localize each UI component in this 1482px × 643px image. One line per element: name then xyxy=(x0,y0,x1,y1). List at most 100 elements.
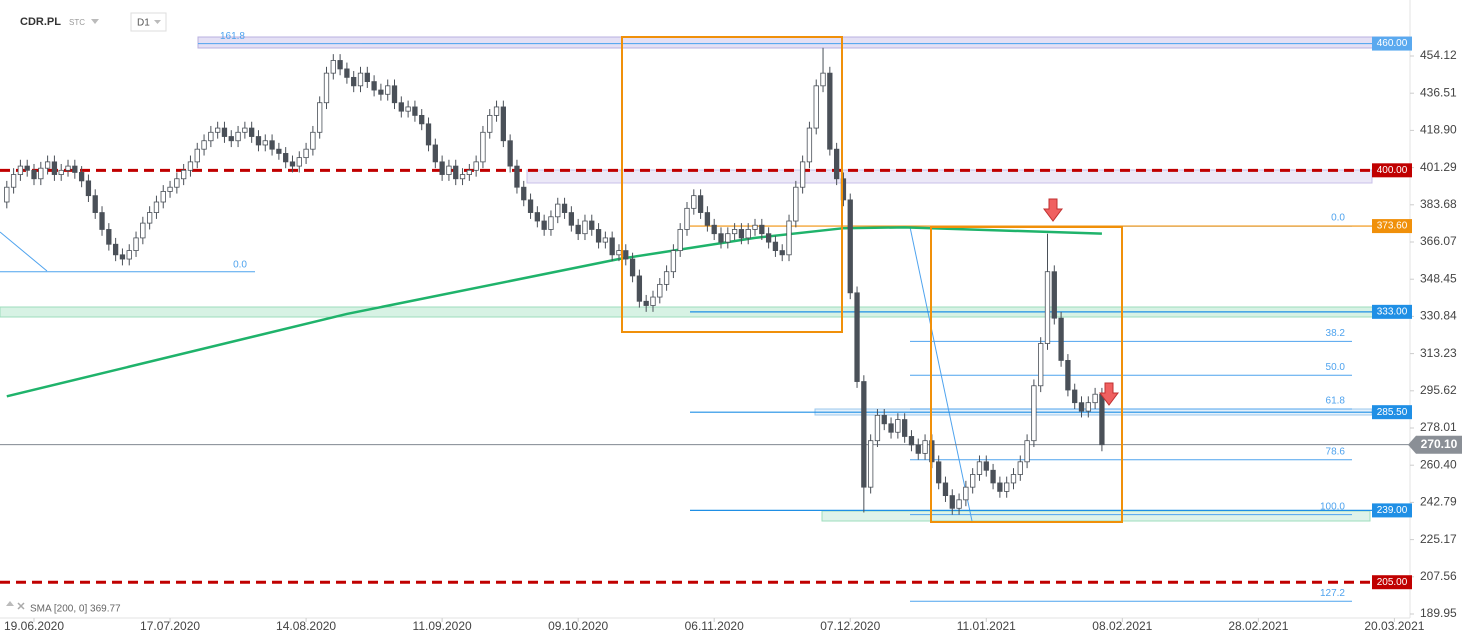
x-tick-label: 17.07.2020 xyxy=(140,619,200,633)
fib-label: 127.2 xyxy=(1320,588,1345,599)
candle-body xyxy=(1058,317,1064,361)
candle-body xyxy=(956,499,962,509)
candle-body xyxy=(1078,402,1085,412)
candle-body xyxy=(833,148,840,180)
candle-body xyxy=(208,131,214,142)
candle-body xyxy=(371,81,377,91)
indicator-collapse[interactable] xyxy=(6,601,14,606)
fib-label: 50.0 xyxy=(1326,362,1346,373)
candle-body xyxy=(432,144,438,163)
candle-body xyxy=(793,186,799,222)
candle-body xyxy=(895,419,901,433)
candle-body xyxy=(459,174,466,180)
candle-body xyxy=(228,136,234,142)
candle-body xyxy=(17,165,24,175)
candle-body xyxy=(684,207,690,230)
candle-body xyxy=(602,237,609,243)
price-level-label: 460.00 xyxy=(1377,38,1408,49)
y-tick-label: 401.29 xyxy=(1420,160,1457,174)
candle-body xyxy=(521,186,527,201)
fib-label: 0.0 xyxy=(233,259,247,270)
candle-body xyxy=(623,250,629,260)
candle-body xyxy=(1004,482,1010,492)
price-level-label: 205.00 xyxy=(1377,577,1408,588)
x-tick-label: 06.11.2020 xyxy=(685,619,744,633)
x-tick-label: 20.03.2021 xyxy=(1364,619,1424,633)
candle-body xyxy=(174,178,180,188)
candle-body xyxy=(146,212,153,224)
trend-line xyxy=(909,226,973,522)
candle-body xyxy=(10,174,17,188)
price-level-tag xyxy=(1372,36,1412,51)
candle-body xyxy=(765,233,772,243)
candle-body xyxy=(1072,389,1078,404)
x-tick-label: 07.12.2020 xyxy=(820,619,880,633)
candle-body xyxy=(398,102,404,112)
candle-body xyxy=(167,186,173,192)
interval-selector[interactable] xyxy=(130,12,167,32)
candle-body xyxy=(1065,360,1071,391)
price-level-label: 239.00 xyxy=(1377,505,1408,516)
y-tick-label: 260.40 xyxy=(1420,457,1457,471)
fib-label: 78.6 xyxy=(1326,446,1346,457)
candle-body xyxy=(507,140,513,167)
candle-body xyxy=(344,68,350,78)
candle-body xyxy=(99,212,105,230)
candle-body xyxy=(725,233,731,243)
y-tick-label: 225.17 xyxy=(1420,532,1457,546)
market: STC xyxy=(69,18,85,27)
x-tick-label: 28.02.2021 xyxy=(1228,619,1288,633)
candle-body xyxy=(262,140,268,146)
candle-body xyxy=(847,199,853,294)
candle-body xyxy=(779,250,785,256)
candle-body xyxy=(466,169,472,175)
candle-body xyxy=(487,114,493,133)
candle-body xyxy=(820,72,826,87)
candle-body xyxy=(194,148,200,163)
candle-body xyxy=(1010,474,1017,484)
candle-body xyxy=(691,195,697,209)
candle-body xyxy=(58,169,64,175)
sma-line xyxy=(6,226,1102,398)
candle-body xyxy=(643,300,649,306)
candle-body xyxy=(140,222,146,239)
candle-body xyxy=(38,167,44,180)
candle-body xyxy=(575,224,581,235)
candle-body xyxy=(697,195,704,213)
candle-body xyxy=(419,114,425,125)
price-level-label: 400.00 xyxy=(1377,165,1408,176)
candle-body xyxy=(119,254,126,260)
x-tick-label: 14.08.2020 xyxy=(276,619,336,633)
candle-body xyxy=(405,106,411,112)
candle-body xyxy=(745,229,751,239)
symbol: CDR.PL xyxy=(20,16,61,28)
candle-body xyxy=(589,220,595,230)
candle-body xyxy=(317,102,323,133)
price-level-tag xyxy=(1372,405,1412,420)
candle-body xyxy=(629,258,636,277)
candle-body xyxy=(663,271,670,285)
candle-body xyxy=(51,161,58,175)
candle-body xyxy=(24,165,30,171)
candle-body xyxy=(310,131,316,150)
candle-body xyxy=(514,165,520,188)
symbol-dropdown[interactable] xyxy=(91,19,99,24)
interval-dropdown xyxy=(154,20,161,24)
x-tick-label: 11.09.2020 xyxy=(413,619,472,633)
price-level-label: 373.60 xyxy=(1377,221,1408,232)
candle-body xyxy=(1044,271,1051,344)
candle-body xyxy=(480,131,486,163)
candle-body xyxy=(1099,393,1105,446)
indicator-remove[interactable] xyxy=(17,602,25,610)
candle-body xyxy=(31,169,37,180)
candle-body xyxy=(731,229,738,235)
candle-body xyxy=(813,85,819,129)
plot-area: 161.8 0.0 0.0 38.2 50.0 61.8 78.6 100.0 127.2 xyxy=(0,31,1410,602)
candle-body xyxy=(874,414,881,442)
zone-band xyxy=(197,36,1411,49)
candle-body xyxy=(983,461,989,471)
candle-body xyxy=(1031,385,1037,442)
sell-arrow xyxy=(1099,382,1119,406)
candle-body xyxy=(868,440,874,488)
candle-body xyxy=(827,72,833,150)
